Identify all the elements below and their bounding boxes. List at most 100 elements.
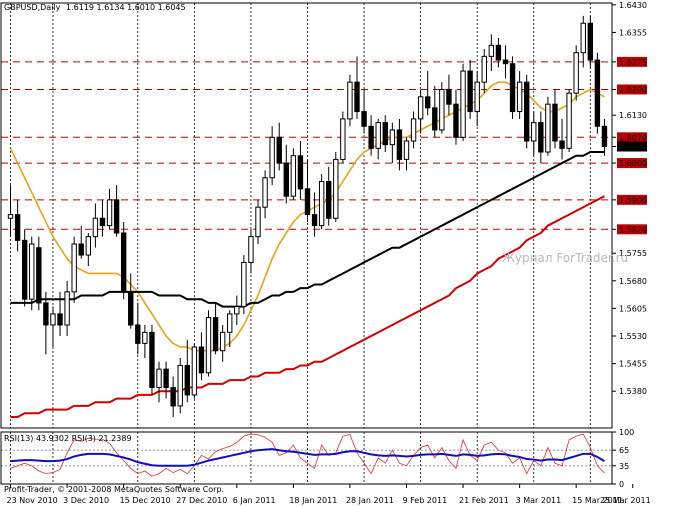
candle-bullish <box>531 122 537 142</box>
date-label: 3 Mar 2011 <box>516 496 562 505</box>
price-tick-label: 1.6130 <box>619 111 647 120</box>
rsi-tick-label: 0 <box>619 480 624 489</box>
candle-bullish <box>106 199 113 227</box>
candle-bearish <box>502 59 509 65</box>
price-tick-label: 1.5755 <box>619 249 647 258</box>
level-price-box <box>617 56 647 67</box>
candle-bearish <box>304 188 311 216</box>
candle-bullish <box>241 261 247 308</box>
candle-bearish <box>135 324 141 344</box>
level-price-label: 1.6275 <box>619 58 647 67</box>
candle-bearish <box>163 368 169 389</box>
date-label: 15 Mar 2011 <box>572 496 623 505</box>
candle-bullish <box>403 140 410 160</box>
level-price-label: 1.5900 <box>619 196 647 205</box>
candle-bearish <box>446 88 452 105</box>
candle-bearish <box>453 103 459 138</box>
candle-bullish <box>85 236 92 256</box>
price-tick-label: 1.6355 <box>619 28 647 37</box>
candle-bearish <box>198 346 205 374</box>
rsi-fast-line <box>10 433 605 477</box>
candle-bearish <box>509 63 516 113</box>
candle-bullish <box>417 96 424 120</box>
current-price-label: 1.6045 <box>619 143 647 152</box>
candle-bullish <box>333 158 339 219</box>
date-label: 6 Jan 2011 <box>233 496 276 505</box>
rsi-tick-label: 100 <box>619 428 634 437</box>
candle-bullish <box>573 52 579 94</box>
candle-bullish <box>227 313 233 333</box>
level-price-box <box>617 158 647 169</box>
candle-bullish <box>580 22 586 54</box>
ma-black-line <box>10 151 605 308</box>
candle-bearish <box>184 364 190 396</box>
candle-bullish <box>177 364 183 407</box>
candle-bullish <box>460 70 466 138</box>
candle-bearish <box>283 162 289 197</box>
date-label: 9 Feb 2011 <box>402 496 447 505</box>
candle-bearish <box>36 247 42 304</box>
candle-bearish <box>396 129 403 160</box>
candle-bullish <box>474 81 480 113</box>
rsi-tick-label: 35 <box>619 462 629 471</box>
watermark: Журнал ForTrader.ru <box>502 251 628 265</box>
candle-bullish <box>255 206 261 238</box>
candle-bearish <box>601 125 608 148</box>
candle-bearish <box>523 81 530 142</box>
current-price-box <box>617 141 647 152</box>
candle-bearish <box>559 140 565 149</box>
candle-bullish <box>29 243 35 300</box>
candle-bullish <box>205 317 212 374</box>
price-tick-label: 1.5605 <box>619 304 647 313</box>
candle-bullish <box>375 122 381 149</box>
candle-bullish <box>50 313 56 326</box>
candle-bullish <box>7 214 14 219</box>
candle-bullish <box>516 81 523 113</box>
price-tick-label: 1.5455 <box>619 360 647 369</box>
candle-bullish <box>262 177 268 208</box>
candle-bullish <box>191 346 198 396</box>
candle-bearish <box>368 125 374 149</box>
candle-bearish <box>594 59 601 127</box>
rsi-slow-line <box>10 448 605 467</box>
candle-bearish <box>170 387 176 407</box>
candle-bullish <box>318 180 325 227</box>
candle-bearish <box>361 111 367 127</box>
candle-bullish <box>64 291 70 326</box>
price-tick-label: 1.5530 <box>619 332 647 341</box>
price-tick-label: 1.5680 <box>619 277 647 286</box>
price-tick-label: 1.6430 <box>619 1 647 10</box>
candle-bearish <box>57 313 63 326</box>
candle-bearish <box>495 44 502 61</box>
date-label: 3 Dec 2010 <box>63 496 109 505</box>
level-price-label: 1.6000 <box>619 159 647 168</box>
date-label: 28 Jan 2011 <box>346 496 394 505</box>
candle-bullish <box>389 129 396 146</box>
ma-red-line <box>10 195 605 418</box>
candle-bullish <box>439 88 445 131</box>
candle-bearish <box>538 122 544 153</box>
candle-bullish <box>410 118 417 142</box>
date-label: 21 Feb 2011 <box>459 496 509 505</box>
candle-bearish <box>43 302 49 326</box>
candle-bullish <box>71 243 77 293</box>
date-label: 27 Dec 2010 <box>176 496 227 505</box>
candle-bearish <box>297 155 304 190</box>
level-price-box <box>617 224 647 235</box>
candle-bearish <box>326 180 332 219</box>
candle-bearish <box>113 199 120 234</box>
level-price-label: 1.6070 <box>619 133 647 142</box>
level-price-box <box>617 132 647 143</box>
chart-header-symbol: GBPUSD,Daily <box>4 3 61 12</box>
axes: 1.64301.63551.62751.62001.61301.60701.60… <box>0 1 651 505</box>
candle-bullish <box>545 103 551 153</box>
candle-bullish <box>248 236 254 263</box>
candle-bullish <box>142 331 148 344</box>
candle-bullish <box>481 55 487 83</box>
date-label: 15 Dec 2010 <box>120 496 171 505</box>
candle-bearish <box>120 232 127 293</box>
level-price-box <box>617 194 647 205</box>
candle-bullish <box>488 44 495 57</box>
